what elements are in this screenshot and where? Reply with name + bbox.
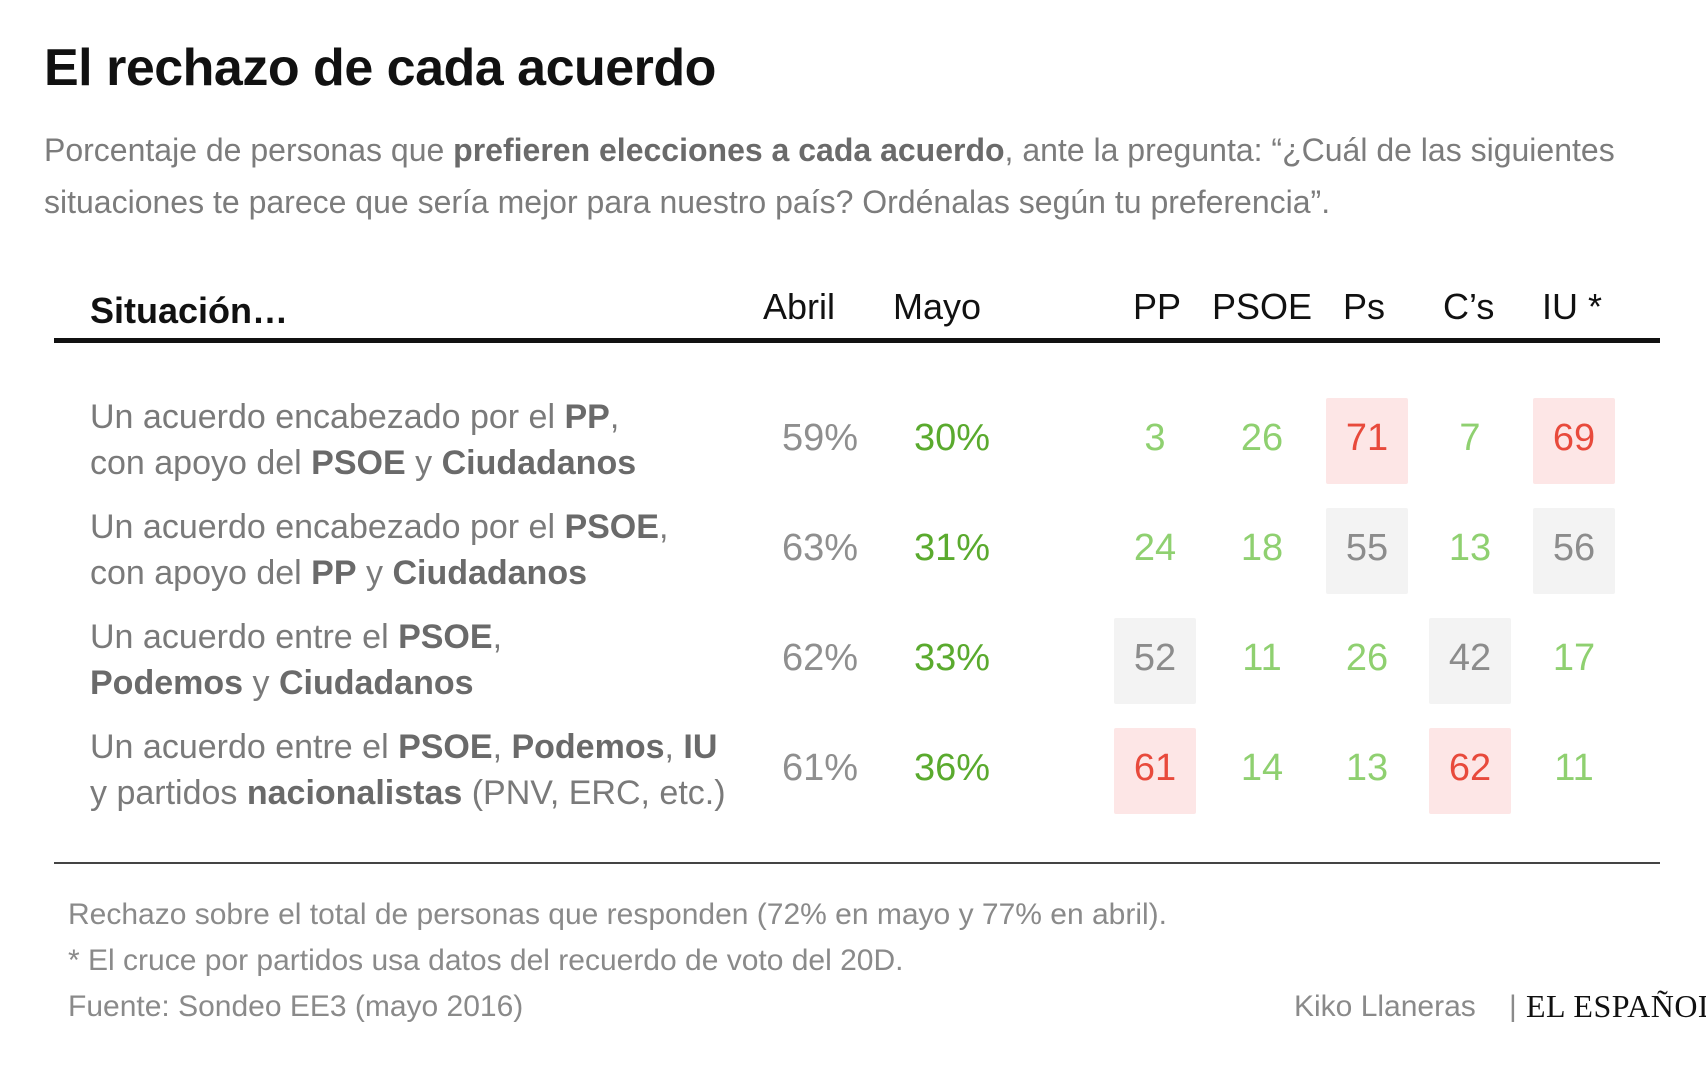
cell-ps: 55 <box>1345 527 1389 569</box>
cell-highlight-pp <box>1114 618 1196 704</box>
header-abril: Abril <box>763 286 836 327</box>
label-text: Un acuerdo entre el <box>90 728 399 766</box>
cell-ps: 71 <box>1345 417 1389 459</box>
row-label: Un acuerdo entre el PSOE, Podemos, IU y p… <box>90 724 770 816</box>
label-text: Un acuerdo encabezado por el <box>90 508 565 546</box>
row-label: Un acuerdo encabezado por el PSOE, con ap… <box>90 504 770 596</box>
cell-iu: 17 <box>1552 637 1596 679</box>
cell-highlight-ps <box>1326 398 1408 484</box>
label-text: (PNV, ERC, etc.) <box>462 774 726 812</box>
label-text: Un acuerdo entre el <box>90 618 399 656</box>
header-mayo: Mayo <box>893 286 982 327</box>
label-bold-text: Podemos <box>511 728 665 766</box>
cell-mayo: 30% <box>913 417 991 459</box>
label-text: con apoyo del <box>90 444 312 482</box>
header-cs: C’s <box>1443 286 1495 327</box>
subtitle-part1: Porcentaje de personas que <box>44 132 454 168</box>
cell-mayo: 31% <box>913 527 991 569</box>
label-bold-text: Ciudadanos <box>441 444 637 482</box>
cell-psoe: 14 <box>1240 747 1284 789</box>
header-psoe: PSOE <box>1212 286 1313 327</box>
label-bold-text: PSOE <box>398 728 493 766</box>
label-text: , <box>664 728 684 766</box>
cell-cs: 62 <box>1448 747 1492 789</box>
cell-psoe: 18 <box>1240 527 1284 569</box>
chart-subtitle: Porcentaje de personas que prefieren ele… <box>44 124 1664 228</box>
label-text: y <box>405 444 442 482</box>
label-text: , <box>492 728 512 766</box>
label-bold-text: Ciudadanos <box>392 554 588 592</box>
row-label: Un acuerdo entre el PSOE, Podemos y Ciuda… <box>90 614 770 706</box>
label-text: y <box>243 664 279 702</box>
cell-pp: 52 <box>1133 637 1177 679</box>
header-situacion: Situación… <box>90 290 289 331</box>
cell-abril: 63% <box>781 527 859 569</box>
label-bold-text: Podemos <box>90 664 244 702</box>
footer-source: Fuente: Sondeo EE3 (mayo 2016) <box>68 990 524 1023</box>
cell-abril: 62% <box>781 637 859 679</box>
cell-highlight-iu <box>1533 508 1615 594</box>
header-ps: Ps <box>1343 286 1386 327</box>
cell-cs: 7 <box>1459 417 1481 459</box>
row-label: Un acuerdo encabezado por el PP, con apoy… <box>90 394 770 486</box>
header-pp: PP <box>1133 286 1182 327</box>
header-rule <box>54 338 1660 343</box>
label-text: con apoyo del <box>90 554 312 592</box>
cell-highlight-cs <box>1429 728 1511 814</box>
label-bold-text: Ciudadanos <box>278 664 474 702</box>
label-bold-text: PP <box>311 554 357 592</box>
cell-ps: 13 <box>1345 747 1389 789</box>
el-espanol-logo: EL ESPAÑOL <box>1526 988 1706 1024</box>
label-text: y partidos <box>90 774 247 812</box>
cell-psoe: 26 <box>1240 417 1284 459</box>
label-text: y <box>356 554 393 592</box>
subtitle-bold: prefieren elecciones a cada acuerdo <box>453 132 1005 168</box>
author-credit: Kiko Llaneras <box>1294 990 1476 1023</box>
cell-highlight-ps <box>1326 508 1408 594</box>
cell-highlight-iu <box>1533 398 1615 484</box>
cell-iu: 69 <box>1552 417 1596 459</box>
credit-separator: | <box>1509 990 1517 1023</box>
cell-abril: 61% <box>781 747 859 789</box>
cell-highlight-pp <box>1114 728 1196 814</box>
label-text: , <box>492 618 503 656</box>
cell-mayo: 36% <box>913 747 991 789</box>
cell-highlight-cs <box>1429 618 1511 704</box>
cell-mayo: 33% <box>913 637 991 679</box>
label-text: Un acuerdo encabezado por el <box>90 398 565 436</box>
label-bold-text: PSOE <box>398 618 493 656</box>
footer-note-total: Rechazo sobre el total de personas que r… <box>68 898 1167 931</box>
cell-pp: 61 <box>1133 747 1177 789</box>
footer-note-asterisk: * El cruce por partidos usa datos del re… <box>68 944 904 977</box>
cell-cs: 13 <box>1448 527 1492 569</box>
header-iu: IU * <box>1542 286 1603 327</box>
cell-cs: 42 <box>1448 637 1492 679</box>
cell-pp: 3 <box>1144 417 1166 459</box>
cell-abril: 59% <box>781 417 859 459</box>
cell-iu: 11 <box>1554 747 1594 789</box>
cell-psoe: 11 <box>1242 637 1282 679</box>
label-text: , <box>609 398 620 436</box>
label-bold-text: PSOE <box>564 508 659 546</box>
label-bold-text: PP <box>564 398 610 436</box>
chart-title: El rechazo de cada acuerdo <box>44 39 716 97</box>
label-bold-text: nacionalistas <box>246 774 463 812</box>
cell-iu: 56 <box>1552 527 1596 569</box>
subtitle-part2: , ante la pregunta: “¿Cuál de las siguie… <box>44 132 1615 220</box>
footer-rule <box>54 862 1660 864</box>
label-text: , <box>658 508 669 546</box>
label-bold-text: IU <box>683 728 718 766</box>
cell-ps: 26 <box>1345 637 1389 679</box>
cell-pp: 24 <box>1133 527 1177 569</box>
label-bold-text: PSOE <box>311 444 406 482</box>
